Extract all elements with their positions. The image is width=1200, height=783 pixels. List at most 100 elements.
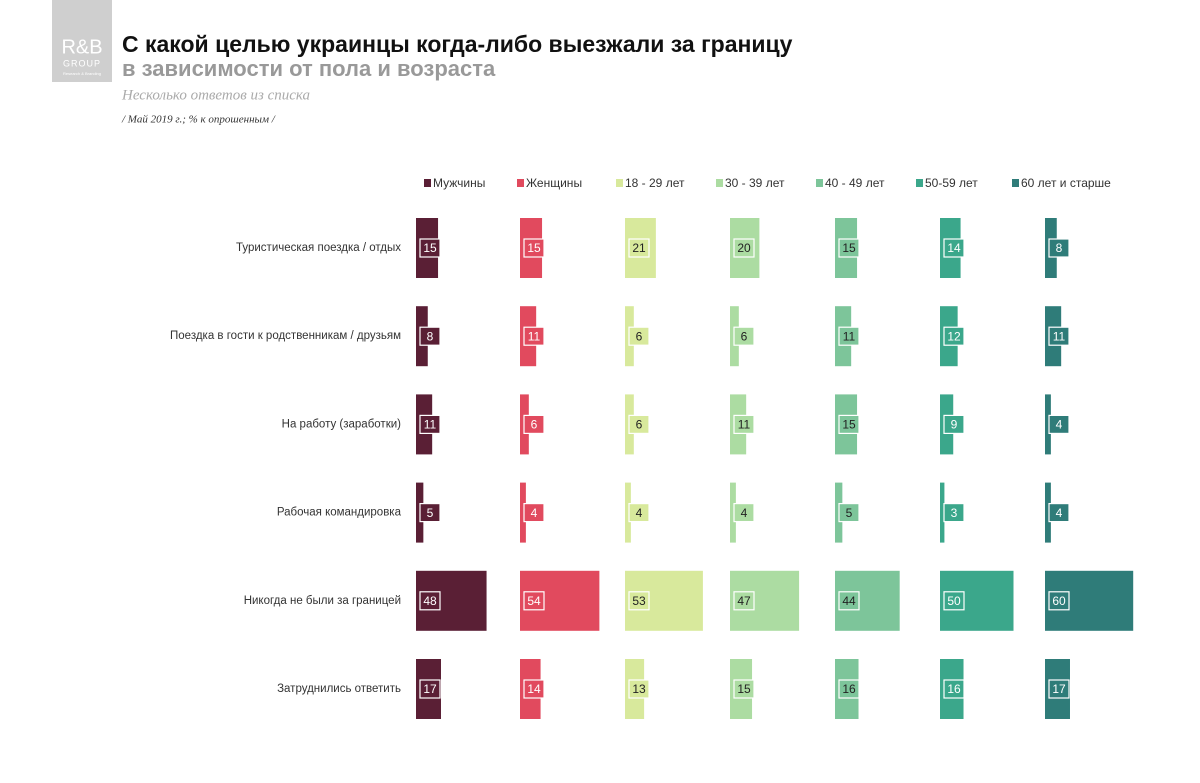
value-label: 11 xyxy=(528,329,541,343)
legend-label: 60 лет и старше xyxy=(1021,176,1111,190)
value-label: 14 xyxy=(527,682,541,696)
value-box xyxy=(838,591,860,611)
value-label: 4 xyxy=(531,506,538,520)
value-label: 11 xyxy=(424,418,437,432)
value-box xyxy=(419,503,441,523)
value-box xyxy=(733,326,755,346)
value-box xyxy=(838,414,860,434)
value-box xyxy=(628,414,650,434)
logo-box xyxy=(52,0,112,82)
legend-label: Женщины xyxy=(526,176,582,190)
value-box xyxy=(943,591,965,611)
legend-swatch xyxy=(616,179,623,187)
bar xyxy=(940,482,945,543)
value-box xyxy=(419,238,441,258)
value-box xyxy=(523,503,545,523)
value-label: 54 xyxy=(527,594,541,608)
value-box xyxy=(419,679,441,699)
legend-swatch xyxy=(517,179,524,187)
value-label: 12 xyxy=(947,329,961,343)
value-box xyxy=(838,679,860,699)
value-label: 4 xyxy=(1056,418,1063,432)
value-label: 5 xyxy=(846,506,853,520)
bar xyxy=(730,482,736,543)
legend-swatch xyxy=(1012,179,1019,187)
value-box xyxy=(838,238,860,258)
value-box xyxy=(943,326,965,346)
value-box xyxy=(1048,414,1070,434)
value-box xyxy=(733,591,755,611)
value-label: 44 xyxy=(842,594,856,608)
value-label: 8 xyxy=(1056,241,1063,255)
value-box xyxy=(628,679,650,699)
value-box xyxy=(733,679,755,699)
legend-label: 40 - 49 лет xyxy=(825,176,885,190)
value-box xyxy=(419,414,441,434)
value-box xyxy=(943,679,965,699)
bar xyxy=(1045,482,1051,543)
chart-subtitle: в зависимости от пола и возраста xyxy=(122,56,496,81)
value-label: 15 xyxy=(842,418,856,432)
value-label: 15 xyxy=(527,241,541,255)
value-label: 11 xyxy=(843,329,856,343)
value-label: 48 xyxy=(423,594,437,608)
category-label: Рабочая командировка xyxy=(277,507,402,519)
legend-label: 30 - 39 лет xyxy=(725,176,785,190)
legend-label: 18 - 29 лет xyxy=(625,176,685,190)
bar xyxy=(520,482,526,543)
value-label: 17 xyxy=(423,682,437,696)
value-box xyxy=(733,503,755,523)
value-label: 6 xyxy=(636,418,643,432)
category-label: Поездка в гости к родственникам / друзья… xyxy=(170,330,401,342)
value-box xyxy=(943,503,965,523)
value-box xyxy=(523,326,545,346)
value-label: 11 xyxy=(738,418,751,432)
value-box xyxy=(838,326,860,346)
legend-label: 50-59 лет xyxy=(925,176,978,190)
value-label: 50 xyxy=(947,594,961,608)
value-label: 4 xyxy=(741,506,748,520)
value-box xyxy=(1048,326,1070,346)
category-label: Затруднились ответить xyxy=(277,683,401,695)
bar xyxy=(1045,394,1051,455)
chart-title: С какой целью украинцы когда-либо выезжа… xyxy=(122,31,793,57)
value-label: 4 xyxy=(1056,506,1063,520)
value-label: 60 xyxy=(1052,594,1066,608)
value-label: 20 xyxy=(737,241,751,255)
value-box xyxy=(523,414,545,434)
value-box xyxy=(419,326,441,346)
value-box xyxy=(1048,679,1070,699)
value-box xyxy=(628,238,650,258)
value-label: 6 xyxy=(636,329,643,343)
value-label: 14 xyxy=(947,241,961,255)
value-label: 47 xyxy=(737,594,751,608)
value-box xyxy=(523,238,545,258)
category-label: Туристическая поездка / отдых xyxy=(236,242,401,254)
value-label: 16 xyxy=(842,682,856,696)
value-label: 17 xyxy=(1052,682,1066,696)
legend-swatch xyxy=(424,179,431,187)
value-label: 8 xyxy=(427,329,434,343)
category-label: На работу (заработки) xyxy=(282,418,401,430)
logo-tagline: Research & Branding xyxy=(63,71,101,76)
value-label: 15 xyxy=(423,241,437,255)
value-box xyxy=(733,238,755,258)
bar xyxy=(625,482,631,543)
legend-swatch xyxy=(816,179,823,187)
value-label: 13 xyxy=(632,682,646,696)
value-box xyxy=(628,503,650,523)
value-box xyxy=(733,414,755,434)
value-box xyxy=(1048,503,1070,523)
category-label: Никогда не были за границей xyxy=(244,595,401,607)
value-box xyxy=(628,591,650,611)
value-label: 5 xyxy=(427,506,434,520)
value-box xyxy=(943,414,965,434)
legend-swatch xyxy=(716,179,723,187)
value-label: 6 xyxy=(741,329,748,343)
value-label: 4 xyxy=(636,506,643,520)
legend-swatch xyxy=(916,179,923,187)
logo-name: R&B xyxy=(61,36,102,58)
chart-source: / Май 2019 г.; % к опрошенным / xyxy=(121,114,276,126)
value-box xyxy=(943,238,965,258)
value-label: 53 xyxy=(632,594,646,608)
